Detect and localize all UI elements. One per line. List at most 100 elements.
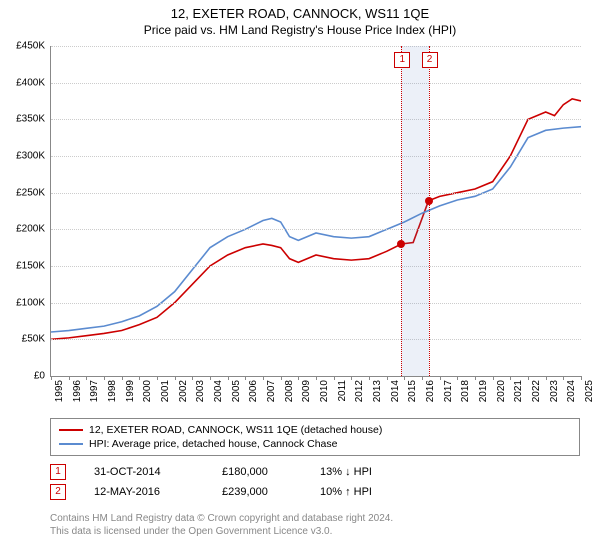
sale-price: £180,000 (222, 466, 292, 478)
sale-delta: 13% ↓ HPI (320, 466, 400, 478)
y-axis-label: £50K (5, 334, 45, 345)
x-axis-label: 2022 (531, 380, 542, 402)
legend-box: 12, EXETER ROAD, CANNOCK, WS11 1QE (deta… (50, 418, 580, 456)
x-tick (528, 376, 529, 380)
x-axis-label: 2011 (337, 380, 348, 402)
x-tick (281, 376, 282, 380)
chart-title: 12, EXETER ROAD, CANNOCK, WS11 1QE (0, 0, 600, 21)
x-axis-label: 1996 (72, 380, 83, 402)
x-axis-label: 2020 (496, 380, 507, 402)
sale-vline (429, 46, 430, 376)
grid-line (51, 303, 581, 304)
x-tick (387, 376, 388, 380)
sale-vline (401, 46, 402, 376)
y-axis-label: £250K (5, 187, 45, 198)
sale-marker-box: 1 (394, 52, 410, 68)
x-axis-label: 1999 (125, 380, 136, 402)
x-axis-label: 2000 (142, 380, 153, 402)
sale-row-marker: 2 (50, 484, 66, 500)
x-axis-label: 1998 (107, 380, 118, 402)
x-tick (51, 376, 52, 380)
y-axis-label: £300K (5, 151, 45, 162)
footer-attribution: Contains HM Land Registry data © Crown c… (50, 512, 580, 538)
legend-item: 12, EXETER ROAD, CANNOCK, WS11 1QE (deta… (59, 423, 571, 437)
x-axis-label: 2001 (160, 380, 171, 402)
x-axis-label: 2019 (478, 380, 489, 402)
x-axis-label: 2016 (425, 380, 436, 402)
x-axis-label: 2017 (443, 380, 454, 402)
legend-swatch (59, 443, 83, 445)
sale-delta: 10% ↑ HPI (320, 486, 400, 498)
x-axis-label: 2005 (231, 380, 242, 402)
x-tick (334, 376, 335, 380)
x-axis-label: 2015 (407, 380, 418, 402)
sale-marker-box: 2 (422, 52, 438, 68)
x-axis-label: 1995 (54, 380, 65, 402)
x-tick (69, 376, 70, 380)
sale-price: £239,000 (222, 486, 292, 498)
y-axis-label: £100K (5, 297, 45, 308)
sale-dot (425, 197, 433, 205)
legend-label: 12, EXETER ROAD, CANNOCK, WS11 1QE (deta… (89, 424, 382, 436)
x-axis-label: 2010 (319, 380, 330, 402)
x-axis-label: 2023 (549, 380, 560, 402)
sale-date: 31-OCT-2014 (94, 466, 194, 478)
x-axis-label: 2007 (266, 380, 277, 402)
grid-line (51, 83, 581, 84)
x-tick (263, 376, 264, 380)
x-tick (104, 376, 105, 380)
x-tick (457, 376, 458, 380)
x-axis-label: 2024 (566, 380, 577, 402)
x-tick (122, 376, 123, 380)
line-series (51, 46, 581, 376)
footer-line-1: Contains HM Land Registry data © Crown c… (50, 512, 580, 525)
x-axis-label: 2014 (390, 380, 401, 402)
sale-period-shade (401, 46, 428, 376)
x-tick (422, 376, 423, 380)
x-axis-label: 2013 (372, 380, 383, 402)
y-axis-label: £0 (5, 371, 45, 382)
x-tick (351, 376, 352, 380)
grid-line (51, 156, 581, 157)
x-tick (210, 376, 211, 380)
y-axis-label: £450K (5, 41, 45, 52)
plot-area: £0£50K£100K£150K£200K£250K£300K£350K£400… (50, 46, 581, 377)
grid-line (51, 193, 581, 194)
x-axis-label: 2008 (284, 380, 295, 402)
x-axis-label: 1997 (89, 380, 100, 402)
x-tick (228, 376, 229, 380)
x-tick (581, 376, 582, 380)
y-axis-label: £150K (5, 261, 45, 272)
sale-row: 1 31-OCT-2014 £180,000 13% ↓ HPI (50, 462, 580, 482)
x-axis-label: 2002 (178, 380, 189, 402)
x-tick (245, 376, 246, 380)
x-tick (316, 376, 317, 380)
x-tick (546, 376, 547, 380)
x-axis-label: 2018 (460, 380, 471, 402)
legend-label: HPI: Average price, detached house, Cann… (89, 438, 337, 450)
x-tick (404, 376, 405, 380)
y-axis-label: £350K (5, 114, 45, 125)
y-axis-label: £200K (5, 224, 45, 235)
x-axis-label: 2003 (195, 380, 206, 402)
legend-item: HPI: Average price, detached house, Cann… (59, 437, 571, 451)
x-tick (475, 376, 476, 380)
x-axis-label: 2021 (513, 380, 524, 402)
x-tick (510, 376, 511, 380)
x-tick (563, 376, 564, 380)
sale-row-marker: 1 (50, 464, 66, 480)
x-axis-label: 2006 (248, 380, 259, 402)
x-axis-label: 2012 (354, 380, 365, 402)
x-tick (175, 376, 176, 380)
legend-swatch (59, 429, 83, 431)
y-axis-label: £400K (5, 77, 45, 88)
sale-row: 212-MAY-2016£239,00010% ↑ HPI (50, 482, 580, 502)
x-tick (369, 376, 370, 380)
grid-line (51, 46, 581, 47)
grid-line (51, 339, 581, 340)
x-axis-label: 2009 (301, 380, 312, 402)
grid-line (51, 229, 581, 230)
chart-subtitle: Price paid vs. HM Land Registry's House … (0, 21, 600, 41)
chart-container: 12, EXETER ROAD, CANNOCK, WS11 1QE Price… (0, 0, 600, 560)
grid-line (51, 266, 581, 267)
